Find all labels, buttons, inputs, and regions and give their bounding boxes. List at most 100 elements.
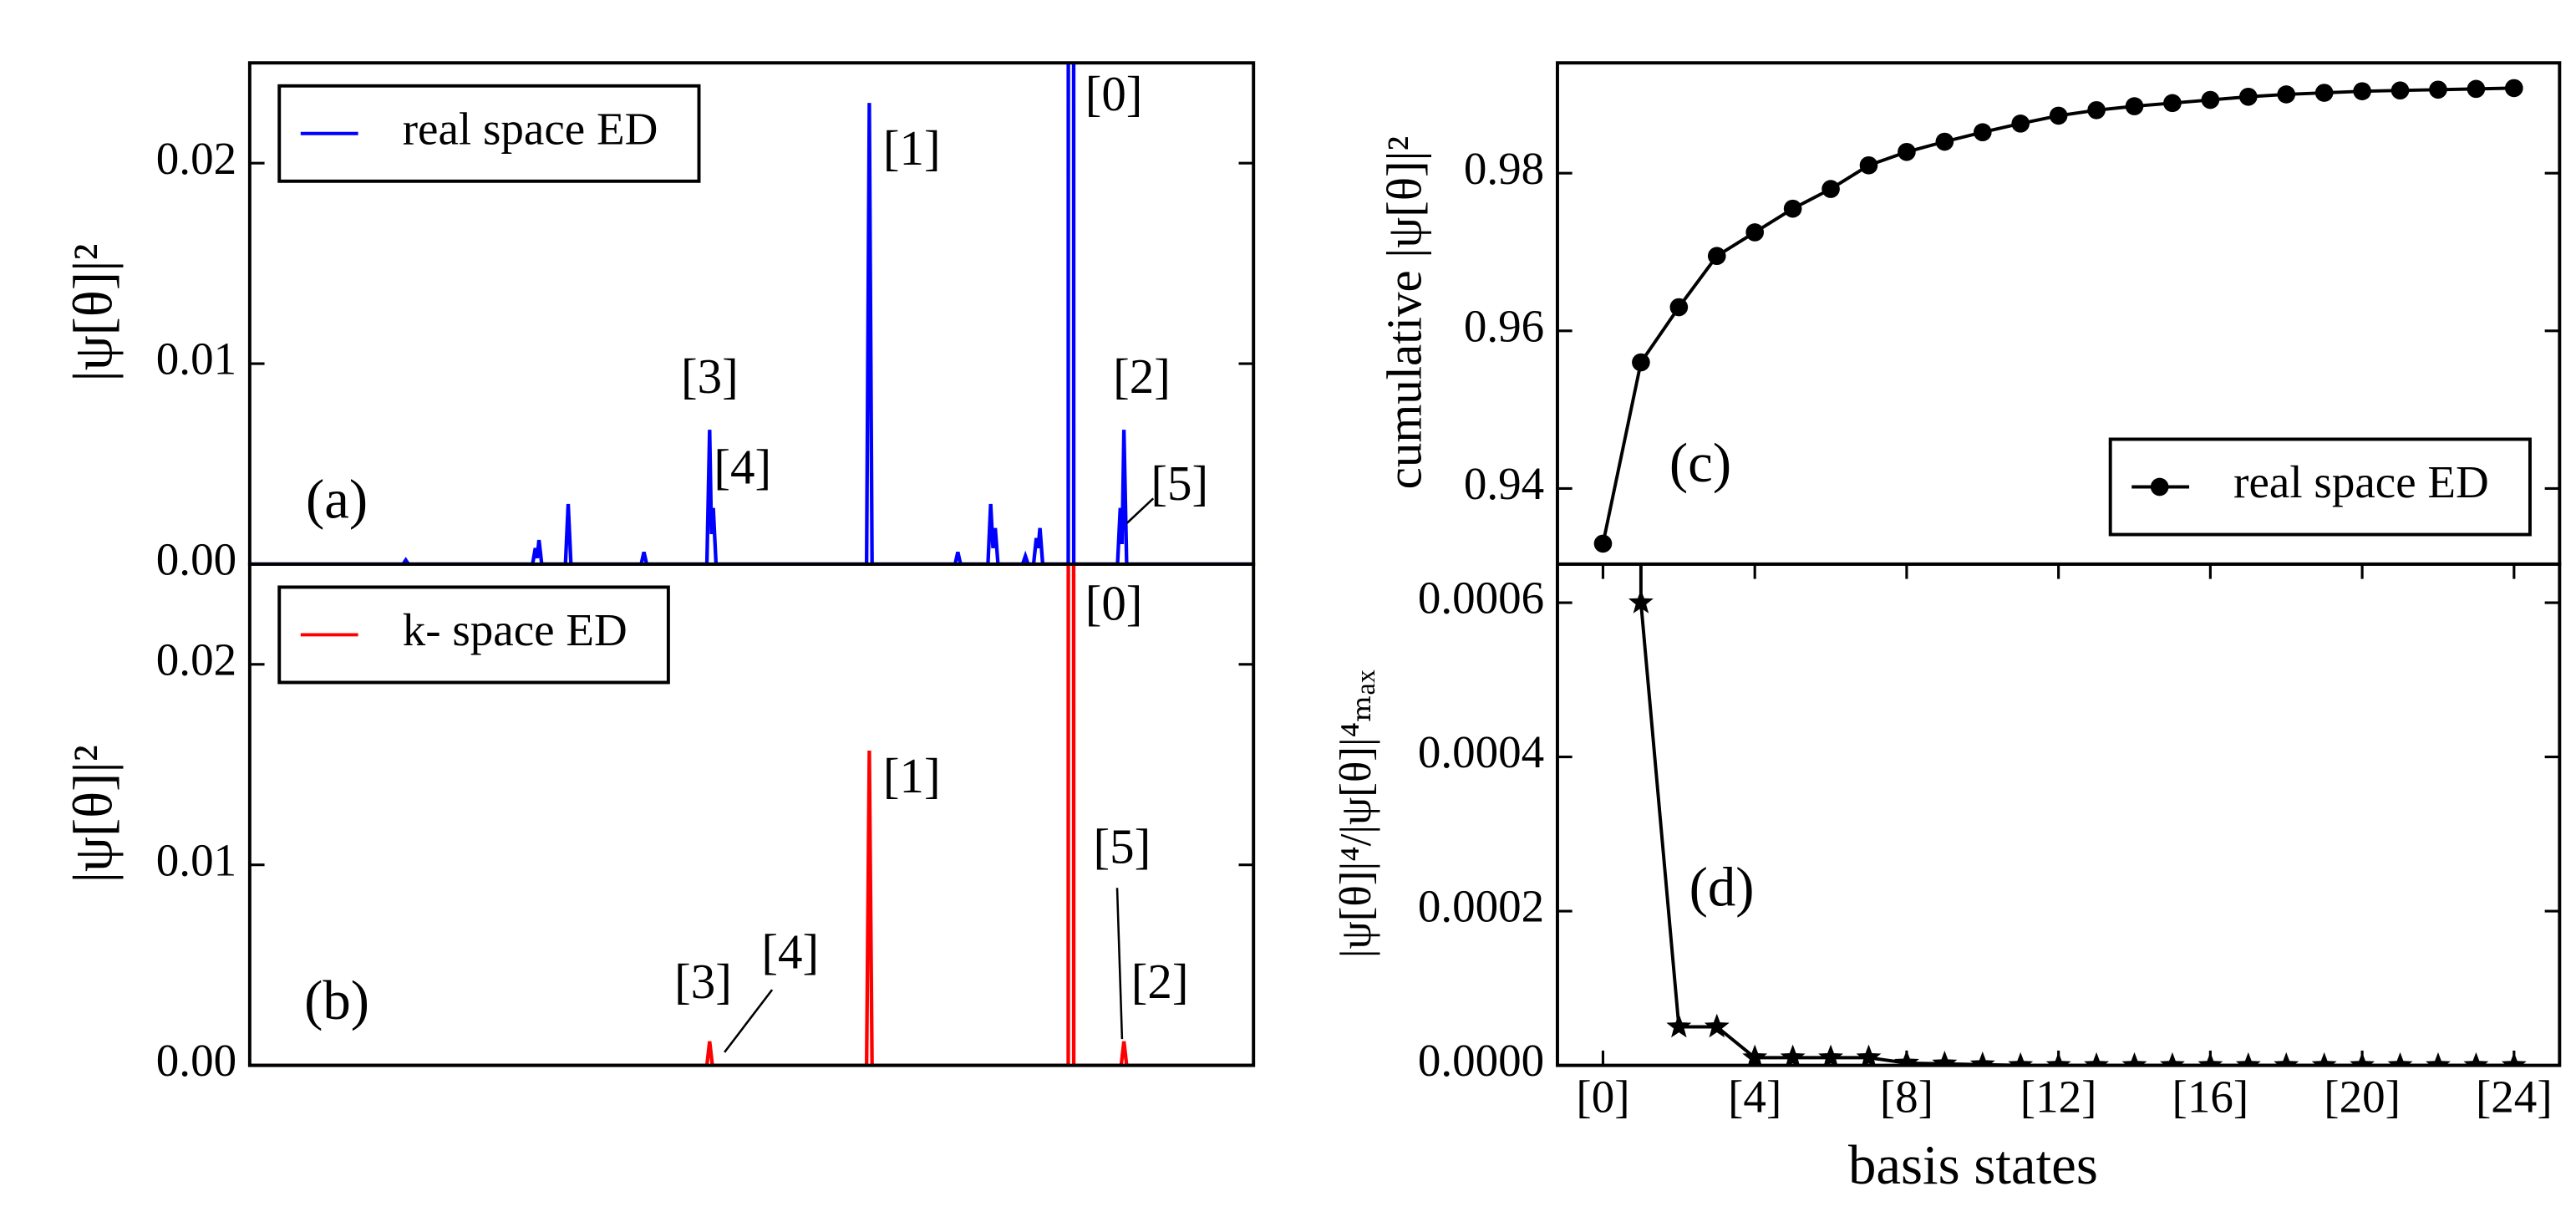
annotation: [5]	[1094, 819, 1151, 874]
annotation: [1]	[883, 120, 941, 176]
y-axis-label: |ψ[θ]|²	[62, 243, 124, 381]
annotation: [3]	[681, 349, 739, 404]
panel-label: (c)	[1669, 432, 1731, 494]
y-tick-label: 0.00	[156, 534, 236, 585]
marker	[2391, 81, 2410, 100]
marker	[1898, 142, 1916, 161]
annotation: [0]	[1085, 66, 1143, 121]
x-tick-label: [20]	[2324, 1072, 2401, 1123]
y-tick-label: 0.0006	[1418, 573, 1544, 624]
marker	[1859, 155, 1878, 175]
y-tick-label: 0.96	[1464, 300, 1544, 351]
y-tick-label: 0.02	[156, 133, 236, 184]
legend-label: real space ED	[2233, 456, 2489, 507]
marker	[2011, 115, 2030, 133]
marker	[2238, 87, 2258, 106]
marker	[2274, 1052, 2299, 1066]
annotation: [2]	[1131, 954, 1189, 1009]
marker	[2121, 1052, 2147, 1066]
legend-label: real space ED	[403, 103, 658, 154]
marker	[1666, 1013, 1692, 1038]
y-tick-label: 0.0002	[1418, 881, 1544, 932]
axes-frame	[247, 562, 1256, 1067]
annotation-leader	[1125, 497, 1155, 524]
marker	[2087, 100, 2106, 120]
x-tick-label: [12]	[2020, 1072, 2097, 1123]
marker	[1821, 180, 1840, 198]
x-tick-label: [24]	[2476, 1072, 2553, 1123]
marker	[1628, 589, 1654, 614]
x-tick-label: [16]	[2172, 1072, 2249, 1123]
y-tick-label: 0.0000	[1418, 1035, 1544, 1086]
annotation-leader	[1115, 888, 1124, 1040]
marker	[1593, 534, 1613, 553]
y-tick-label: 0.01	[156, 334, 236, 384]
marker	[2467, 79, 2486, 99]
x-tick-label: [0]	[1576, 1072, 1629, 1123]
annotation: [4]	[714, 439, 771, 494]
marker	[1745, 223, 1765, 242]
marker	[1973, 123, 1992, 142]
y-axis-label: cumulative |ψ[θ]|²	[1377, 136, 1432, 489]
y-tick-label: 0.02	[156, 634, 236, 685]
y-tick-label: 0.00	[156, 1035, 236, 1086]
data-line	[249, 563, 1254, 1066]
annotation: [5]	[1151, 456, 1208, 511]
marker	[2008, 1052, 2034, 1066]
y-axis-label: |ψ[θ]|⁴/|ψ[θ]|⁴ₘₐₓ	[1332, 670, 1380, 958]
marker	[1783, 199, 1802, 218]
marker	[1669, 298, 1689, 317]
annotation-leader	[724, 989, 774, 1053]
legend-label: k- space ED	[403, 604, 627, 655]
y-axis-label: |ψ[θ]|²	[62, 745, 124, 883]
marker	[2425, 1052, 2451, 1066]
marker	[1969, 1051, 1995, 1066]
marker	[2201, 90, 2220, 109]
y-tick-label: 0.98	[1464, 143, 1544, 194]
marker	[2314, 84, 2334, 102]
marker	[2505, 79, 2523, 98]
legend-marker	[2150, 477, 2169, 496]
annotation: [0]	[1085, 576, 1143, 631]
panel-label: (d)	[1689, 856, 1755, 918]
marker	[1935, 132, 1954, 151]
marker	[1704, 1013, 1730, 1038]
annotation: [1]	[883, 748, 941, 803]
marker	[2125, 97, 2144, 115]
marker	[2049, 106, 2068, 125]
marker	[2159, 1052, 2185, 1066]
marker	[2084, 1052, 2110, 1066]
plot-area	[249, 563, 1254, 1066]
marker	[1932, 1051, 1958, 1066]
marker	[1856, 1044, 1882, 1066]
marker	[2463, 1052, 2489, 1066]
annotation: [4]	[761, 924, 819, 979]
marker	[1707, 247, 1726, 266]
panel-label: (b)	[304, 970, 369, 1031]
marker	[2277, 85, 2296, 104]
annotation: [2]	[1113, 349, 1171, 404]
marker	[1632, 353, 1650, 372]
plot-area	[1593, 79, 2523, 553]
marker	[1818, 1044, 1844, 1066]
x-axis-label: basis states	[1848, 1134, 2098, 1196]
marker	[2235, 1052, 2261, 1066]
y-tick-label: 0.0004	[1418, 726, 1544, 777]
marker	[2387, 1052, 2413, 1066]
marker	[1780, 1044, 1806, 1066]
axes-frame	[1555, 562, 2562, 1067]
x-tick-label: [8]	[1880, 1072, 1933, 1123]
y-tick-label: 0.94	[1464, 458, 1544, 509]
plot-area	[249, 63, 1254, 564]
marker	[2163, 94, 2182, 113]
data-line	[249, 63, 1254, 564]
marker	[2353, 82, 2371, 100]
x-tick-label: [4]	[1728, 1072, 1781, 1123]
marker	[2429, 80, 2447, 99]
annotation: [3]	[674, 954, 732, 1009]
y-tick-label: 0.01	[156, 834, 236, 885]
panel-label: (a)	[306, 468, 368, 530]
marker	[2311, 1052, 2337, 1066]
